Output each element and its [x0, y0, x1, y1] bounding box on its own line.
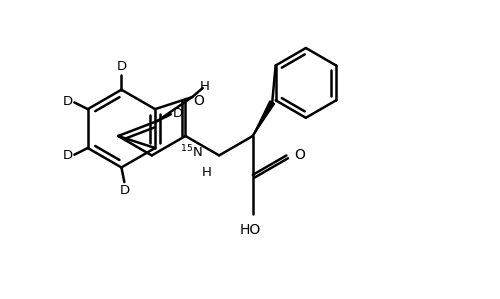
Text: $^{15}$N: $^{15}$N [180, 144, 203, 161]
Text: HO: HO [240, 223, 261, 237]
Text: H: H [200, 80, 210, 93]
Text: D: D [62, 95, 72, 108]
Text: D: D [62, 149, 72, 162]
Text: H: H [202, 166, 211, 179]
Text: D: D [172, 107, 182, 120]
Text: D: D [116, 60, 126, 73]
Polygon shape [253, 101, 274, 136]
Text: O: O [294, 148, 305, 162]
Text: D: D [120, 184, 130, 197]
Text: O: O [193, 94, 204, 108]
